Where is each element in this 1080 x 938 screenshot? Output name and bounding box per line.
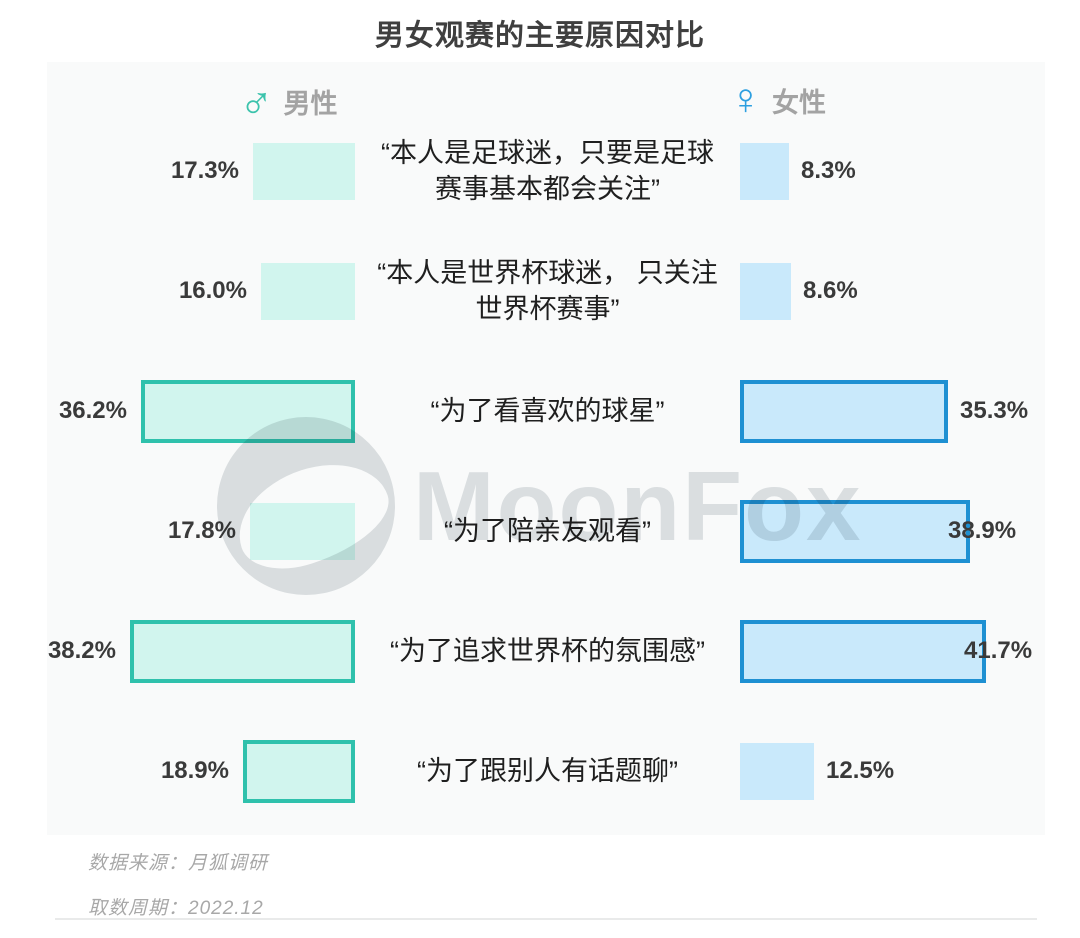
male-bar	[253, 142, 355, 200]
category-zone: “为了看喜欢的球星”	[355, 351, 740, 471]
male-value-label: 16.0%	[178, 277, 247, 304]
category-zone: “本人是足球迷，只要是足球赛事基本都会关注”	[355, 111, 740, 231]
legend-female: ♀ 女性	[729, 78, 826, 122]
female-bar	[740, 499, 970, 563]
female-bar-zone: 35.3%	[740, 351, 1045, 471]
category-zone: “为了陪亲友观看”	[355, 471, 740, 591]
male-bar-zone: 17.3%	[47, 111, 355, 231]
male-bar	[250, 502, 355, 560]
legend-male-label: 男性	[283, 88, 338, 119]
female-value-label: 12.5%	[826, 757, 895, 784]
male-bar	[261, 262, 355, 320]
male-bar	[243, 739, 355, 803]
female-bar	[740, 379, 948, 443]
category-label: “为了陪亲友观看”	[444, 515, 651, 546]
category-label: “本人是世界杯球迷， 只关注世界杯赛事”	[377, 257, 718, 324]
category-label: “为了跟别人有话题聊”	[417, 755, 678, 786]
category-label: “本人是足球迷，只要是足球赛事基本都会关注”	[381, 137, 714, 204]
male-value-label: 38.2%	[47, 637, 116, 664]
category-zone: “为了追求世界杯的氛围感”	[355, 591, 740, 711]
female-bar	[740, 619, 986, 683]
male-bar-zone: 16.0%	[47, 231, 355, 351]
female-bar-zone: 41.7%	[740, 591, 1045, 711]
bottom-divider	[55, 918, 1037, 920]
category-zone: “本人是世界杯球迷， 只关注世界杯赛事”	[355, 231, 740, 351]
bar-rows: 17.3% “本人是足球迷，只要是足球赛事基本都会关注” 8.3% 16.0% …	[47, 111, 1045, 831]
female-value-label: 8.3%	[801, 157, 856, 184]
male-value-label: 17.8%	[167, 517, 236, 544]
category-zone: “为了跟别人有话题聊”	[355, 711, 740, 831]
chart-row: 16.0% “本人是世界杯球迷， 只关注世界杯赛事” 8.6%	[47, 231, 1045, 351]
legend-male: ♂ 男性	[239, 78, 338, 124]
male-bar	[141, 379, 355, 443]
data-period-note: 取数周期：2022.12	[88, 898, 264, 919]
category-label: “为了看喜欢的球星”	[430, 395, 665, 426]
chart-row: 17.8% “为了陪亲友观看” 38.9%	[47, 471, 1045, 591]
legend-female-label: 女性	[772, 87, 826, 118]
female-value-label: 38.9%	[948, 517, 1017, 544]
chart-card: ♂ 男性 ♀ 女性 17.3% “本人是足球迷，只要是足球赛事基本都会关注” 8…	[47, 62, 1045, 835]
female-bar	[740, 742, 814, 800]
male-value-label: 17.3%	[170, 157, 239, 184]
male-bar-zone: 17.8%	[47, 471, 355, 591]
female-bar-zone: 8.3%	[740, 111, 1045, 231]
page-title: 男女观赛的主要原因对比	[374, 20, 705, 52]
male-value-label: 18.9%	[160, 757, 229, 784]
female-bar	[740, 262, 791, 320]
chart-row: 38.2% “为了追求世界杯的氛围感” 41.7%	[47, 591, 1045, 711]
male-value-label: 36.2%	[58, 397, 127, 424]
female-bar-zone: 38.9%	[740, 471, 1045, 591]
data-source-note: 数据来源：月狐调研	[88, 853, 269, 874]
male-bar-zone: 38.2%	[47, 591, 355, 711]
female-bar-zone: 12.5%	[740, 711, 1045, 831]
chart-row: 36.2% “为了看喜欢的球星” 35.3%	[47, 351, 1045, 471]
female-bar-zone: 8.6%	[740, 231, 1045, 351]
male-gender-icon: ♂	[239, 75, 274, 127]
female-value-label: 35.3%	[960, 397, 1029, 424]
chart-row: 18.9% “为了跟别人有话题聊” 12.5%	[47, 711, 1045, 831]
female-value-label: 8.6%	[803, 277, 858, 304]
male-bar	[130, 619, 355, 683]
chart-footer: 数据来源：月狐调研 取数周期：2022.12	[88, 848, 268, 938]
male-bar-zone: 18.9%	[47, 711, 355, 831]
male-bar-zone: 36.2%	[47, 351, 355, 471]
chart-row: 17.3% “本人是足球迷，只要是足球赛事基本都会关注” 8.3%	[47, 111, 1045, 231]
female-gender-icon: ♀	[729, 75, 762, 124]
female-value-label: 41.7%	[964, 637, 1033, 664]
female-bar	[740, 142, 789, 200]
category-label: “为了追求世界杯的氛围感”	[390, 635, 705, 666]
